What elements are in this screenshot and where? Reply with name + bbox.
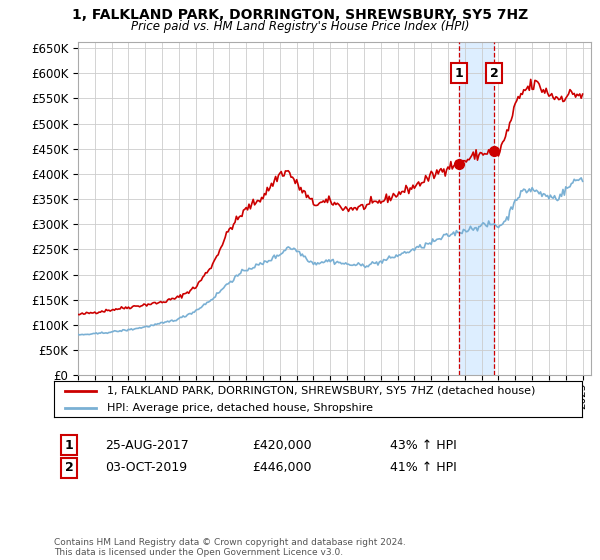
Text: £420,000: £420,000 [252, 438, 311, 452]
Text: 25-AUG-2017: 25-AUG-2017 [105, 438, 189, 452]
Text: 43% ↑ HPI: 43% ↑ HPI [390, 438, 457, 452]
Text: 2: 2 [490, 67, 499, 80]
Text: 2: 2 [65, 461, 73, 474]
Text: HPI: Average price, detached house, Shropshire: HPI: Average price, detached house, Shro… [107, 403, 373, 413]
Text: Contains HM Land Registry data © Crown copyright and database right 2024.
This d: Contains HM Land Registry data © Crown c… [54, 538, 406, 557]
Text: 41% ↑ HPI: 41% ↑ HPI [390, 461, 457, 474]
Text: 1, FALKLAND PARK, DORRINGTON, SHREWSBURY, SY5 7HZ: 1, FALKLAND PARK, DORRINGTON, SHREWSBURY… [72, 8, 528, 22]
Text: 03-OCT-2019: 03-OCT-2019 [105, 461, 187, 474]
Text: 1: 1 [65, 438, 73, 452]
Text: £446,000: £446,000 [252, 461, 311, 474]
Text: 1, FALKLAND PARK, DORRINGTON, SHREWSBURY, SY5 7HZ (detached house): 1, FALKLAND PARK, DORRINGTON, SHREWSBURY… [107, 386, 535, 396]
Text: 1: 1 [455, 67, 463, 80]
Bar [459, 42, 494, 375]
Text: Price paid vs. HM Land Registry's House Price Index (HPI): Price paid vs. HM Land Registry's House … [131, 20, 469, 32]
